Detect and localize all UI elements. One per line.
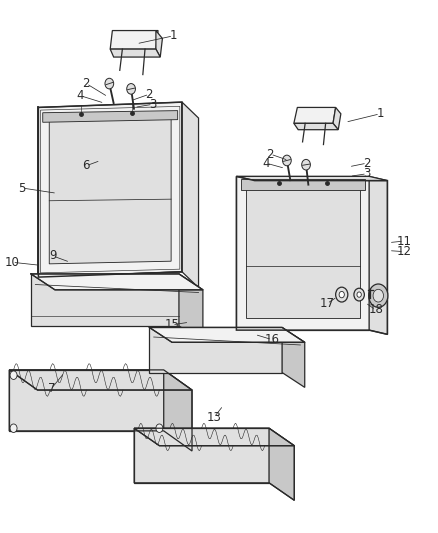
- Circle shape: [339, 292, 344, 298]
- Polygon shape: [31, 274, 203, 290]
- Polygon shape: [282, 327, 305, 387]
- Circle shape: [156, 424, 163, 432]
- Polygon shape: [39, 102, 182, 277]
- Polygon shape: [246, 188, 360, 318]
- Text: 9: 9: [49, 249, 57, 262]
- Text: 10: 10: [5, 256, 20, 269]
- Text: 18: 18: [368, 303, 383, 317]
- Text: 2: 2: [82, 77, 90, 90]
- Text: 6: 6: [82, 159, 90, 172]
- Polygon shape: [333, 108, 341, 130]
- Text: 2: 2: [267, 148, 274, 160]
- Polygon shape: [134, 428, 294, 446]
- Text: 2: 2: [145, 87, 153, 101]
- Text: 3: 3: [149, 98, 156, 111]
- Polygon shape: [9, 370, 192, 390]
- Text: 4: 4: [262, 157, 270, 169]
- Text: 15: 15: [165, 318, 180, 332]
- Circle shape: [373, 289, 384, 302]
- Circle shape: [10, 371, 17, 379]
- Circle shape: [357, 292, 361, 297]
- Polygon shape: [182, 102, 198, 288]
- Text: 11: 11: [396, 235, 411, 247]
- Text: 12: 12: [396, 245, 411, 258]
- Polygon shape: [149, 327, 282, 373]
- Circle shape: [127, 84, 135, 94]
- Polygon shape: [134, 428, 269, 483]
- Circle shape: [10, 424, 17, 432]
- Polygon shape: [237, 176, 369, 330]
- Circle shape: [369, 284, 388, 308]
- Polygon shape: [110, 49, 160, 57]
- Polygon shape: [179, 274, 203, 342]
- Text: 5: 5: [18, 182, 26, 195]
- Circle shape: [105, 78, 114, 89]
- Polygon shape: [31, 274, 179, 326]
- Text: 3: 3: [363, 167, 371, 180]
- Polygon shape: [9, 370, 164, 431]
- Text: 1: 1: [376, 107, 384, 120]
- Polygon shape: [294, 123, 338, 130]
- Text: 16: 16: [265, 333, 279, 346]
- Text: 1: 1: [170, 29, 177, 42]
- Polygon shape: [43, 111, 178, 122]
- Polygon shape: [241, 179, 365, 190]
- Polygon shape: [269, 428, 294, 500]
- Polygon shape: [149, 327, 305, 342]
- Polygon shape: [49, 118, 171, 264]
- Text: 4: 4: [77, 89, 85, 102]
- Circle shape: [354, 288, 364, 301]
- Text: 17: 17: [319, 297, 335, 310]
- Circle shape: [283, 155, 291, 166]
- Polygon shape: [110, 30, 158, 49]
- Text: 2: 2: [363, 157, 371, 169]
- Text: 7: 7: [48, 382, 55, 395]
- Circle shape: [302, 159, 311, 170]
- Polygon shape: [294, 108, 336, 123]
- Polygon shape: [164, 370, 192, 451]
- Polygon shape: [237, 176, 388, 181]
- Polygon shape: [369, 176, 388, 334]
- Circle shape: [336, 287, 348, 302]
- Polygon shape: [156, 30, 162, 57]
- Text: 13: 13: [206, 411, 221, 424]
